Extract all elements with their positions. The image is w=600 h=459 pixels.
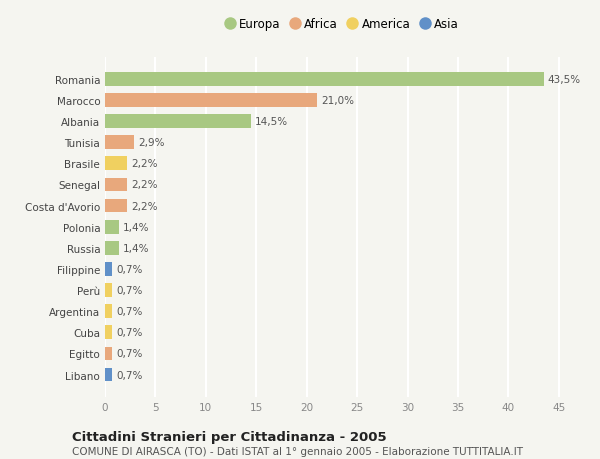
Text: 0,7%: 0,7% [116,349,142,358]
Bar [105,199,127,213]
Bar [105,326,112,340]
Text: 2,9%: 2,9% [138,138,165,148]
Text: Cittadini Stranieri per Cittadinanza - 2005: Cittadini Stranieri per Cittadinanza - 2… [72,431,386,443]
Bar [105,241,119,255]
Bar [105,263,112,276]
Bar [105,305,112,319]
Text: 0,7%: 0,7% [116,285,142,296]
Text: 43,5%: 43,5% [548,75,581,84]
Text: 0,7%: 0,7% [116,307,142,317]
Bar [105,136,134,150]
Text: 0,7%: 0,7% [116,264,142,274]
Bar [105,347,112,360]
Bar [105,157,127,171]
Text: 2,2%: 2,2% [131,201,158,211]
Text: 1,4%: 1,4% [123,243,149,253]
Text: 2,2%: 2,2% [131,180,158,190]
Bar [105,115,251,129]
Text: 0,7%: 0,7% [116,328,142,337]
Text: 1,4%: 1,4% [123,222,149,232]
Bar [105,368,112,381]
Bar [105,178,127,192]
Text: 14,5%: 14,5% [255,117,289,127]
Legend: Europa, Africa, America, Asia: Europa, Africa, America, Asia [223,16,461,34]
Text: COMUNE DI AIRASCA (TO) - Dati ISTAT al 1° gennaio 2005 - Elaborazione TUTTITALIA: COMUNE DI AIRASCA (TO) - Dati ISTAT al 1… [72,446,523,456]
Bar [105,94,317,107]
Text: 21,0%: 21,0% [321,96,354,106]
Bar [105,220,119,234]
Bar [105,284,112,297]
Text: 0,7%: 0,7% [116,370,142,380]
Text: 2,2%: 2,2% [131,159,158,169]
Bar [105,73,544,86]
